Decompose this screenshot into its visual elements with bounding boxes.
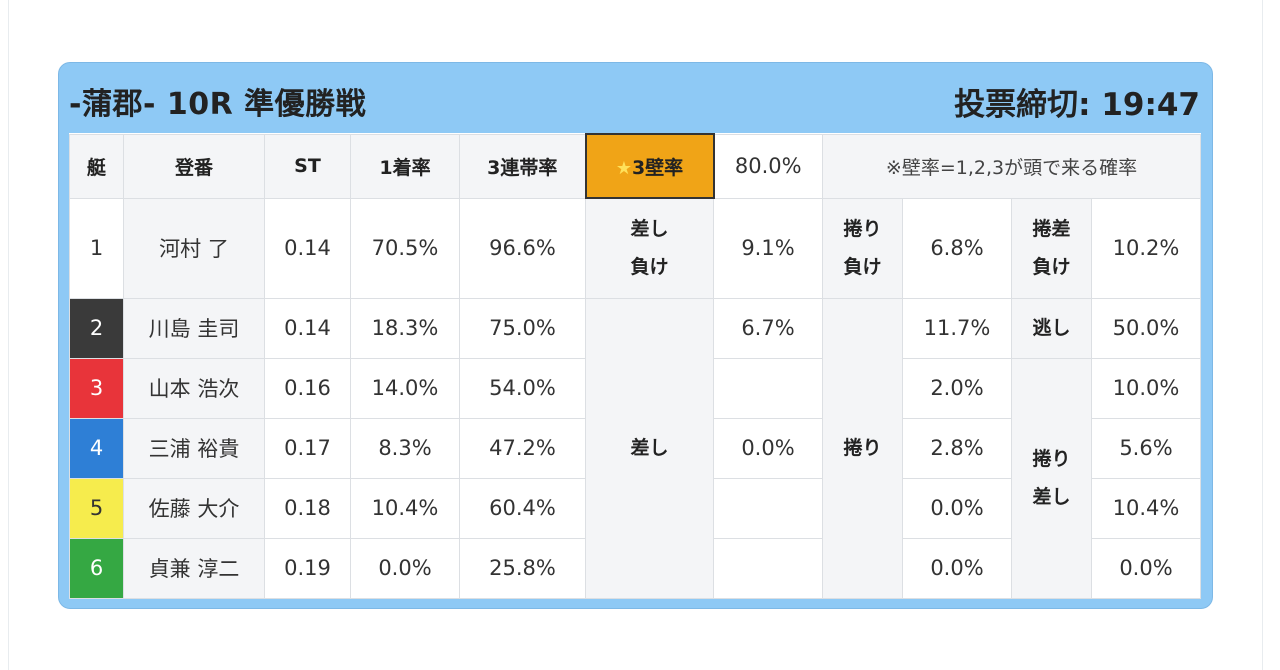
sashi-value: [713, 537, 823, 599]
makurisashi-value: 10.0%: [1091, 357, 1201, 419]
top3-rate: 47.2%: [459, 417, 586, 479]
sashi-value: [713, 477, 823, 539]
racer-name: 貞兼 淳二: [123, 537, 265, 599]
star-icon: ★: [615, 157, 632, 179]
table-row: 4 三浦 裕貴 0.17 8.3% 47.2% 0.0% 2.8% 5.6%: [69, 417, 1201, 479]
header-wall-rate: ★3壁率: [584, 133, 715, 199]
label-line: 捲り: [1032, 448, 1071, 470]
makuri-make-label: 捲り 負け: [822, 197, 903, 299]
top3-rate: 75.0%: [459, 297, 586, 359]
makuri-value: 2.0%: [902, 357, 1012, 419]
table-row: 5 佐藤 大介 0.18 10.4% 60.4% 0.0% 10.4%: [69, 477, 1201, 539]
label-line: 差し: [1032, 486, 1071, 508]
left-border-line: [8, 0, 9, 670]
start-timing: 0.14: [264, 297, 351, 359]
makurisashi-value: 5.6%: [1091, 417, 1201, 479]
top3-rate: 25.8%: [459, 537, 586, 599]
racer-name: 川島 圭司: [123, 297, 265, 359]
makurisashi-label: 捲り 差し: [1011, 357, 1092, 599]
win-rate: 70.5%: [350, 197, 460, 299]
wall-rate-note: ※壁率=1,2,3が頭で来る確率: [822, 133, 1201, 199]
table-header-row: 艇 登番 ST 1着率 3連帯率 ★3壁率 80.0% ※壁率=1,2,3が頭で…: [69, 133, 1201, 199]
waku-number: 4: [69, 417, 124, 479]
start-timing: 0.16: [264, 357, 351, 419]
right-border-line: [1262, 0, 1263, 670]
wall-rate-label: 3壁率: [631, 156, 684, 179]
makuri-value: 2.8%: [902, 417, 1012, 479]
makurisashi-value: 10.4%: [1091, 477, 1201, 539]
label-line: 負け: [1032, 256, 1071, 278]
header-win-rate: 1着率: [350, 133, 460, 199]
racer-name: 河村 了: [123, 197, 265, 299]
race-title: -蒲郡- 10R 準優勝戦: [69, 87, 367, 122]
label-line: 捲り: [843, 218, 882, 240]
wall-rate-value: 80.0%: [713, 133, 823, 199]
nige-value: 50.0%: [1091, 297, 1201, 359]
nige-label: 逃し: [1011, 297, 1092, 359]
racer-name: 佐藤 大介: [123, 477, 265, 539]
sashi-make-value: 9.1%: [713, 197, 823, 299]
race-card: -蒲郡- 10R 準優勝戦 投票締切: 19:47 艇 登番 ST 1着率 3連…: [58, 62, 1213, 609]
top3-rate: 60.4%: [459, 477, 586, 539]
makuri-value: 0.0%: [902, 537, 1012, 599]
race-stats-table: 艇 登番 ST 1着率 3連帯率 ★3壁率 80.0% ※壁率=1,2,3が頭で…: [69, 133, 1201, 599]
vote-deadline: 投票締切: 19:47: [954, 87, 1200, 123]
makuri-value: 0.0%: [902, 477, 1012, 539]
sashi-make-label: 差し 負け: [585, 197, 714, 299]
sashi-value: 6.7%: [713, 297, 823, 359]
waku-number: 1: [69, 197, 124, 299]
waku-number: 3: [69, 357, 124, 419]
win-rate: 14.0%: [350, 357, 460, 419]
start-timing: 0.14: [264, 197, 351, 299]
start-timing: 0.19: [264, 537, 351, 599]
sashi-label: 差し: [585, 297, 714, 599]
makurisashi-make-label: 捲差 負け: [1011, 197, 1092, 299]
sashi-value: [713, 357, 823, 419]
racer-name: 山本 浩次: [123, 357, 265, 419]
makurisashi-make-value: 10.2%: [1091, 197, 1201, 299]
makuri-label: 捲り: [822, 297, 903, 599]
waku-number: 6: [69, 537, 124, 599]
sashi-value: 0.0%: [713, 417, 823, 479]
win-rate: 10.4%: [350, 477, 460, 539]
waku-number: 2: [69, 297, 124, 359]
header-reg: 登番: [123, 133, 265, 199]
start-timing: 0.17: [264, 417, 351, 479]
makurisashi-value: 0.0%: [1091, 537, 1201, 599]
label-line: 負け: [630, 256, 669, 279]
table-row: 3 山本 浩次 0.16 14.0% 54.0% 2.0% 捲り差し 10.0%: [69, 357, 1201, 599]
table-row: 6 貞兼 淳二 0.19 0.0% 25.8% 0.0% 0.0%: [69, 537, 1201, 599]
waku-number: 5: [69, 477, 124, 539]
header-st: ST: [264, 133, 351, 199]
top3-rate: 96.6%: [459, 197, 586, 299]
top3-rate: 54.0%: [459, 357, 586, 419]
win-rate: 18.3%: [350, 297, 460, 359]
table-row: 2 川島 圭司 0.14 18.3% 75.0% 差し 6.7% 捲り 11.7…: [69, 297, 1201, 599]
header-top3-rate: 3連帯率: [459, 133, 586, 199]
win-rate: 8.3%: [350, 417, 460, 479]
racer-name: 三浦 裕貴: [123, 417, 265, 479]
table-row: 1 河村 了 0.14 70.5% 96.6% 差し負け 9.1% 捲り負け 6…: [69, 197, 1201, 299]
label-line: 差し: [630, 218, 669, 241]
makuri-value: 11.7%: [902, 297, 1012, 359]
start-timing: 0.18: [264, 477, 351, 539]
label-line: 捲差: [1032, 218, 1071, 240]
header-boat: 艇: [69, 133, 124, 199]
makuri-make-value: 6.8%: [902, 197, 1012, 299]
label-line: 負け: [843, 256, 882, 278]
win-rate: 0.0%: [350, 537, 460, 599]
